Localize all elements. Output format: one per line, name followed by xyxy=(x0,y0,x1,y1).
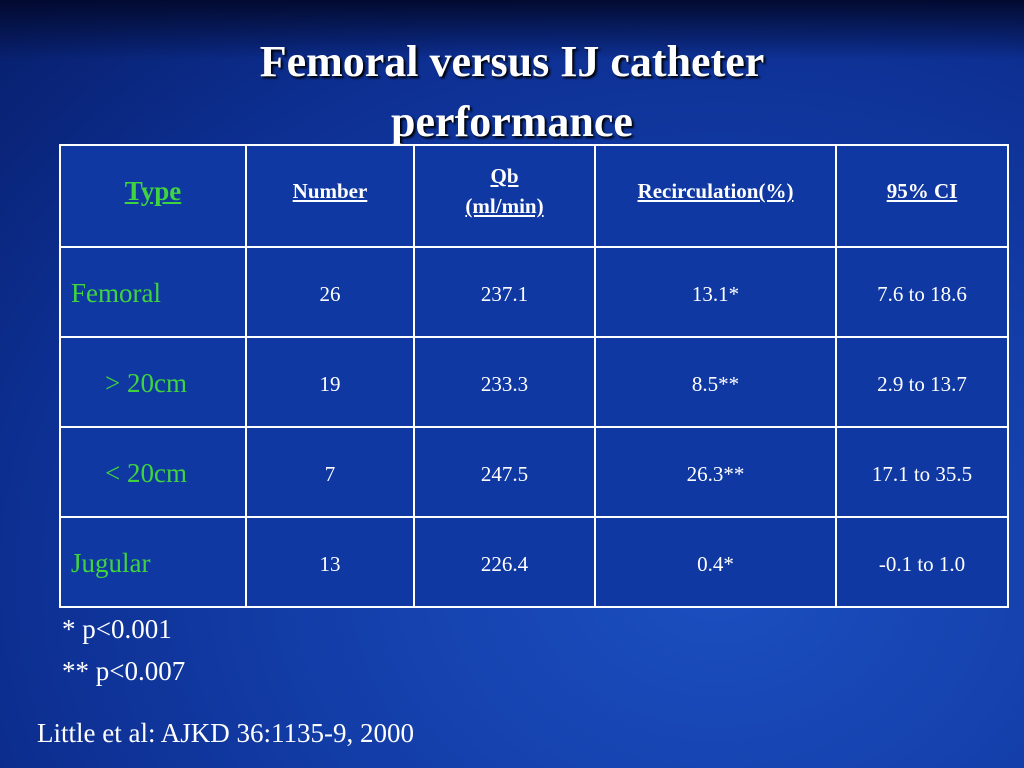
table-cell: 26.3** xyxy=(594,426,837,518)
citation: Little et al: AJKD 36:1135-9, 2000 xyxy=(37,718,414,748)
table-cell: 233.3 xyxy=(413,336,596,428)
table-cell: 237.1 xyxy=(413,246,596,338)
table-cell: 13.1* xyxy=(594,246,837,338)
table-cell: 0.4* xyxy=(594,516,837,608)
header-cell: Recirculation(%) xyxy=(594,144,837,248)
header-row: Type Number Qb (ml/min) Recirculation(%) 95%… xyxy=(59,144,1009,248)
row-label: < 20cm xyxy=(59,426,247,518)
header-cell: Qb (ml/min) xyxy=(413,144,596,248)
footnote: ** p<0.007 xyxy=(62,656,186,686)
table-row: > 20cm 19 233.3 8.5** 2.9 to 13.7 xyxy=(59,336,1009,428)
table-row: Femoral 26 237.1 13.1* 7.6 to 18.6 xyxy=(59,246,1009,338)
data-table: Type Number Qb (ml/min) Recirculation(%) 95%… xyxy=(59,144,1009,608)
table-cell: 247.5 xyxy=(413,426,596,518)
table-row: < 20cm 7 247.5 26.3** 17.1 to 35.5 xyxy=(59,426,1009,518)
table-cell: 19 xyxy=(245,336,415,428)
slide-title: Femoral versus IJ catheter performance xyxy=(259,37,765,146)
table-row: Jugular 13 226.4 0.4* -0.1 to 1.0 xyxy=(59,516,1009,608)
row-label: Femoral xyxy=(59,246,247,338)
table-cell: 7 xyxy=(245,426,415,518)
table-body: Femoral 26 237.1 13.1* 7.6 to 18.6 > 20cm 19 23… xyxy=(59,246,1009,608)
table-cell: 2.9 to 13.7 xyxy=(835,336,1009,428)
table-cell: -0.1 to 1.0 xyxy=(835,516,1009,608)
header-cell: Number xyxy=(245,144,415,248)
row-label: > 20cm xyxy=(59,336,247,428)
row-label: Jugular xyxy=(59,516,247,608)
footnote: * p<0.001 xyxy=(62,614,172,644)
table-cell: 13 xyxy=(245,516,415,608)
header-cell: 95% CI xyxy=(835,144,1009,248)
table-cell: 7.6 to 18.6 xyxy=(835,246,1009,338)
table-cell: 26 xyxy=(245,246,415,338)
table-cell: 8.5** xyxy=(594,336,837,428)
header-cell: Type xyxy=(59,144,247,248)
table-cell: 226.4 xyxy=(413,516,596,608)
table-cell: 17.1 to 35.5 xyxy=(835,426,1009,518)
